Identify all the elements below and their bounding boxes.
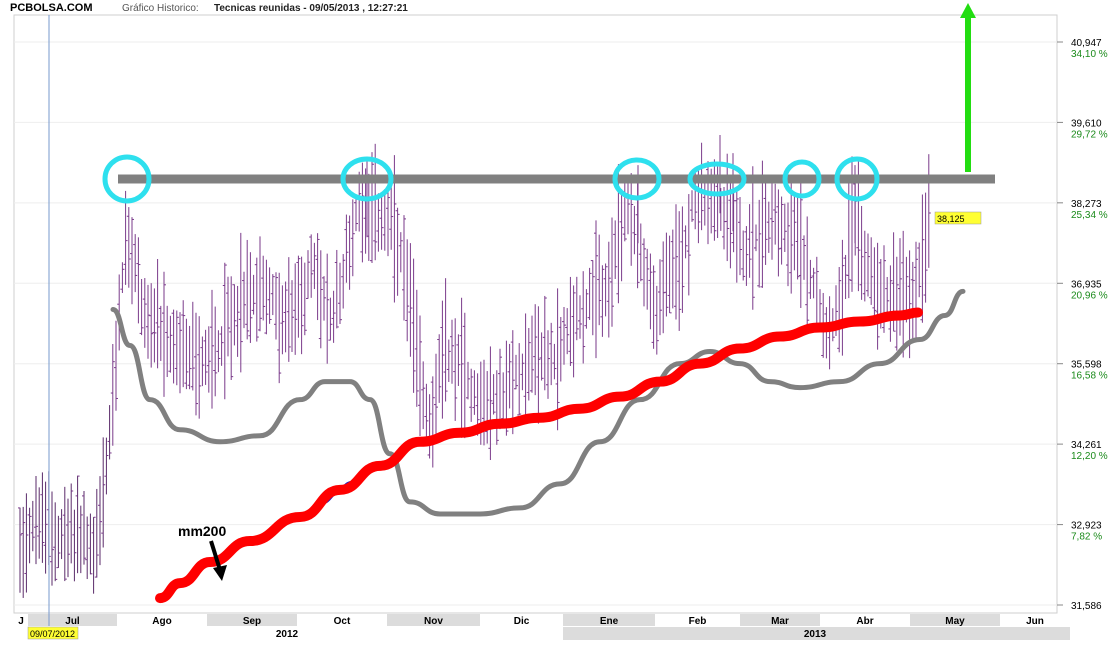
- month-label: Jun: [1026, 616, 1044, 627]
- y-tick-percent: 29,72 %: [1071, 129, 1108, 140]
- mm200-annotation-arrow: [209, 540, 227, 581]
- month-band: [820, 614, 910, 626]
- y-tick-percent: 7,82 %: [1071, 532, 1102, 543]
- month-label: Feb: [689, 616, 707, 627]
- resistance-touch-circle: [834, 156, 880, 202]
- resistance-touch-circle: [612, 157, 662, 201]
- month-band: [207, 614, 297, 626]
- y-tick-percent: 20,96 %: [1071, 290, 1108, 301]
- mm200-line: [155, 307, 923, 604]
- start-date-badge: [27, 626, 79, 640]
- y-tick-label: 40,947: [1071, 38, 1102, 49]
- month-band: [740, 614, 820, 626]
- y-tick-label: 36,935: [1071, 279, 1102, 290]
- month-label: Ago: [152, 616, 171, 627]
- resistance-touch-circle: [687, 161, 747, 197]
- month-label: May: [945, 616, 965, 627]
- y-tick-percent: 12,20 %: [1071, 451, 1108, 462]
- month-band: [387, 614, 480, 626]
- price-bars: [18, 135, 931, 598]
- y-tick-label: 34,261: [1071, 440, 1102, 451]
- year-band: [14, 627, 562, 640]
- month-band: [1000, 614, 1070, 626]
- month-band: [28, 614, 117, 626]
- month-band: [14, 614, 28, 626]
- y-tick-label: 35,598: [1071, 360, 1102, 371]
- month-band: [480, 614, 563, 626]
- short-moving-average-line: [110, 288, 966, 517]
- y-tick-percent: 34,10 %: [1071, 49, 1108, 60]
- y-tick-percent: 16,58 %: [1071, 371, 1108, 382]
- resistance-touch-circles: [102, 154, 880, 204]
- x-axis: J Jul Ago Sep Oct Nov Dic Ene Feb Mar Abr May Jun 201…: [14, 614, 1070, 640]
- month-band: [297, 614, 387, 626]
- month-label: Dic: [514, 616, 530, 627]
- month-label: Sep: [243, 616, 261, 627]
- last-price-badge: [934, 211, 982, 225]
- resistance-touch-circle: [340, 156, 394, 202]
- start-date-label: 09/07/2012: [30, 629, 75, 639]
- month-label: Abr: [856, 616, 873, 627]
- mm200-annotation: mm200: [178, 523, 226, 539]
- last-price-label: 38,125: [937, 214, 965, 224]
- y-tick-label: 39,610: [1071, 118, 1102, 129]
- month-band: [117, 614, 207, 626]
- header-label: Gráfico Historico:: [122, 3, 199, 14]
- year-label: 2012: [276, 629, 299, 640]
- y-tick-label: 32,923: [1071, 521, 1102, 532]
- month-band: [910, 614, 1000, 626]
- y-tick-label: 31,586: [1071, 601, 1102, 612]
- year-band: [563, 627, 1070, 640]
- month-label: Mar: [771, 616, 789, 627]
- y-tick-label: 38,273: [1071, 199, 1102, 210]
- month-band: [563, 614, 655, 626]
- chart-title: Tecnicas reunidas - 09/05/2013 , 12:27:2…: [214, 3, 408, 14]
- resistance-touch-circle: [102, 154, 152, 204]
- month-label: Oct: [334, 616, 351, 627]
- month-label: J: [18, 616, 24, 627]
- resistance-touch-circle: [782, 159, 822, 199]
- y-tick-percent: 25,34 %: [1071, 210, 1108, 221]
- month-label: Jul: [65, 616, 80, 627]
- year-label: 2013: [804, 629, 827, 640]
- target-arrow: [960, 3, 976, 172]
- month-band: [655, 614, 740, 626]
- month-label: Nov: [424, 616, 443, 627]
- site-name: PCBOLSA.COM: [10, 2, 93, 14]
- month-label: Ene: [600, 616, 619, 627]
